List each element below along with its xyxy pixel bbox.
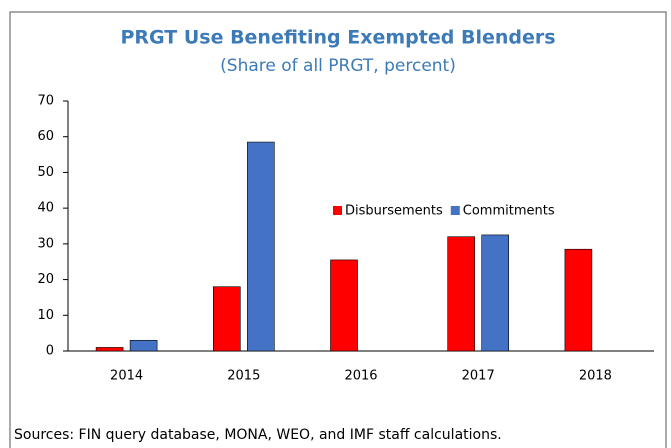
- y-tick-label: 0: [46, 344, 54, 359]
- legend-label: Disbursements: [345, 204, 443, 219]
- note: Sources: FIN query database, MONA, WEO, …: [14, 427, 502, 443]
- y-tick-label: 30: [37, 236, 54, 251]
- y-tick-label: 40: [37, 201, 54, 216]
- bar: [564, 248, 593, 352]
- bar: [213, 286, 241, 352]
- bar: [95, 347, 124, 352]
- bar: [129, 339, 158, 352]
- x-tick-label: 2018: [579, 369, 612, 384]
- y-tick-label: 50: [37, 165, 54, 180]
- x-tick-label: 2016: [344, 369, 377, 384]
- x-tick-label: 2017: [462, 369, 495, 384]
- y-tick-label: 10: [37, 308, 54, 323]
- bar: [481, 234, 510, 352]
- x-tick-label: 2015: [227, 369, 260, 384]
- x-tick-label: 2014: [110, 369, 143, 384]
- chart-title: PRGT Use Benefiting Exempted Blenders: [120, 27, 555, 49]
- bar: [330, 259, 358, 352]
- legend-swatch: [450, 206, 460, 215]
- frame: [9, 11, 667, 448]
- y-tick-label: 20: [37, 272, 54, 287]
- chart-subtitle: (Share of all PRGT, percent): [220, 56, 456, 76]
- bar: [447, 236, 476, 352]
- y-tick-label: 60: [37, 129, 54, 144]
- y-tick-label: 70: [37, 94, 54, 109]
- legend-label: Commitments: [463, 204, 555, 219]
- bar: [247, 141, 275, 352]
- legend-swatch: [333, 206, 342, 215]
